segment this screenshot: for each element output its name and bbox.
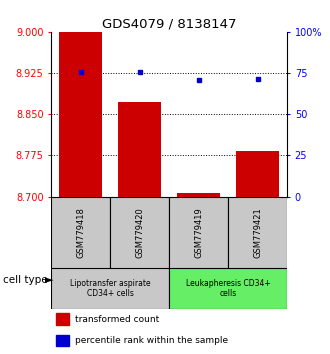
Bar <box>51 197 110 268</box>
Bar <box>228 197 287 268</box>
Text: Lipotransfer aspirate
CD34+ cells: Lipotransfer aspirate CD34+ cells <box>70 279 150 298</box>
Text: transformed count: transformed count <box>75 315 159 324</box>
Text: ►: ► <box>45 275 53 285</box>
Bar <box>56 313 69 325</box>
Text: GSM779418: GSM779418 <box>76 207 85 258</box>
Bar <box>110 197 169 268</box>
Text: GSM779421: GSM779421 <box>253 207 262 258</box>
Bar <box>59 32 102 197</box>
Bar <box>56 335 69 346</box>
Bar <box>236 151 279 197</box>
Title: GDS4079 / 8138147: GDS4079 / 8138147 <box>102 18 236 31</box>
Text: cell type: cell type <box>3 275 48 285</box>
Text: Leukapheresis CD34+
cells: Leukapheresis CD34+ cells <box>186 279 271 298</box>
Text: GSM779419: GSM779419 <box>194 207 203 258</box>
Bar <box>178 193 220 197</box>
Bar <box>169 268 287 309</box>
Bar <box>51 268 169 309</box>
Text: GSM779420: GSM779420 <box>135 207 144 258</box>
Bar <box>118 102 161 197</box>
Text: percentile rank within the sample: percentile rank within the sample <box>75 336 228 345</box>
Bar <box>169 197 228 268</box>
